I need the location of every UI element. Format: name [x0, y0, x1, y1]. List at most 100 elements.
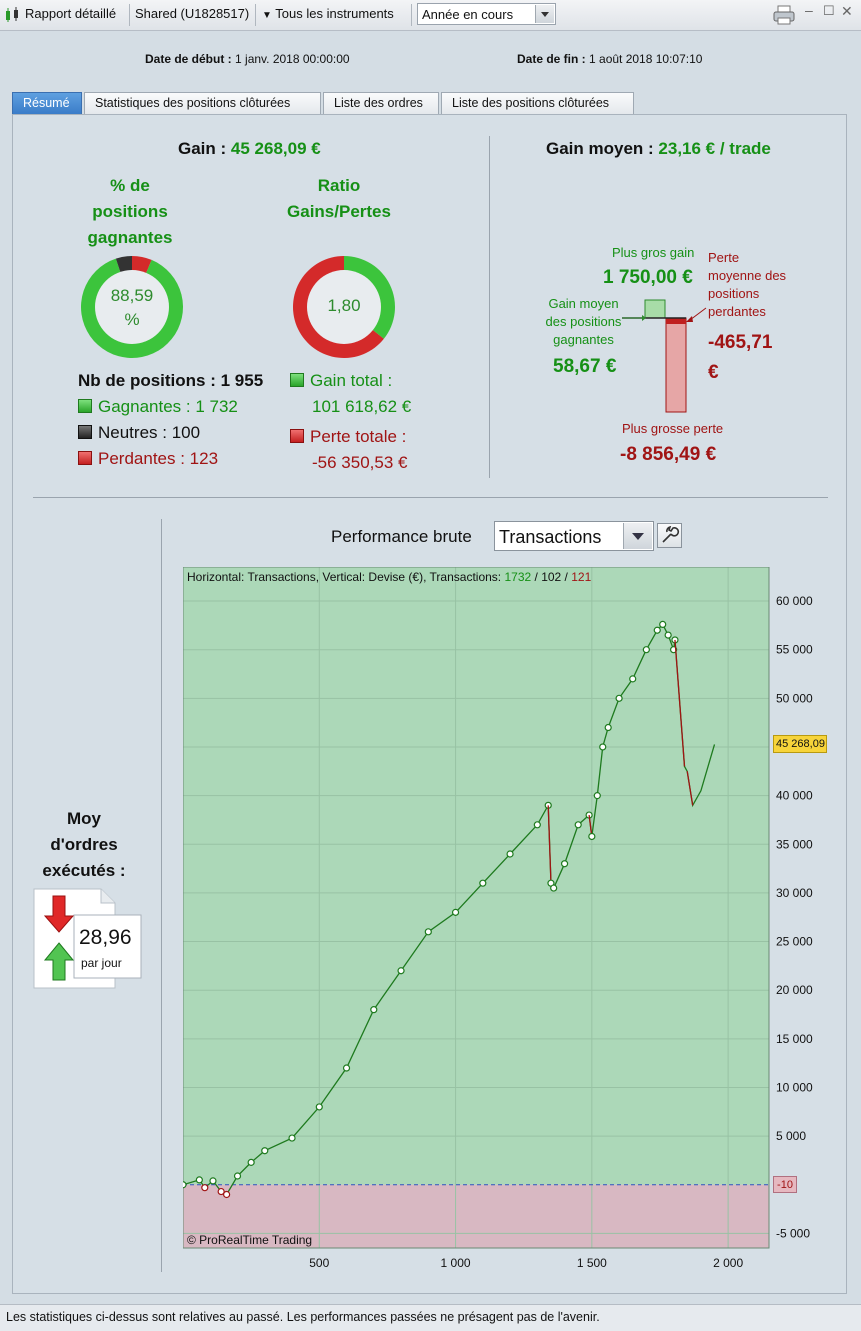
chevron-down-icon[interactable] — [623, 523, 652, 549]
pct-value-number: 88,59 — [110, 286, 154, 305]
separator — [129, 4, 130, 26]
trade-point — [288, 1134, 296, 1142]
wrench-icon[interactable] — [657, 523, 682, 548]
y-tick-label: 60 000 — [776, 594, 813, 608]
y-tick-label: 15 000 — [776, 1032, 813, 1046]
avg-loss-label-line: perdantes — [708, 304, 766, 319]
y-tick-label: 25 000 — [776, 935, 813, 949]
x-tick-label: 1 000 — [441, 1256, 471, 1270]
y-tick-label: 40 000 — [776, 789, 813, 803]
trade-point — [183, 1181, 187, 1189]
green-square-icon — [78, 399, 92, 413]
tab-statistics[interactable]: Statistiques des positions clôturées — [84, 92, 321, 114]
pct-title-line: positions — [92, 202, 168, 221]
max-gain-value: 1 750,00 € — [603, 267, 693, 288]
x-tick-label: 2 000 — [713, 1256, 743, 1270]
maximize-icon[interactable]: ☐ — [823, 3, 835, 18]
ratio-value: 1,80 — [327, 296, 361, 315]
avg-loss-label-line: moyenne des — [708, 268, 787, 283]
trade-point — [209, 1177, 217, 1185]
chart-header-loss: 121 — [571, 570, 592, 584]
avg-loss-value-number: -465,71 — [708, 332, 773, 353]
orders-document-icon — [33, 888, 142, 989]
print-icon[interactable] — [773, 5, 797, 25]
trade-point — [642, 646, 650, 654]
separator — [255, 4, 256, 26]
y-tick-label: 30 000 — [776, 886, 813, 900]
drawdown-segment — [547, 805, 552, 884]
avg-gain-label: Gain moyen : — [546, 139, 654, 158]
zero-level-tag: -10 — [773, 1176, 797, 1193]
drawdown-segment — [686, 771, 694, 806]
y-tick-label: 50 000 — [776, 691, 813, 705]
max-loss-value: -8 856,49 € — [620, 444, 717, 465]
avg-gain-value: 23,16 € / trade — [658, 139, 771, 158]
trade-point — [593, 792, 601, 800]
close-icon[interactable]: ✕ — [841, 3, 853, 19]
chart-header-win: 1732 — [504, 570, 532, 584]
avg-win-label-line: des positions — [545, 314, 622, 329]
minimize-icon[interactable]: – — [805, 2, 813, 18]
chart-copyright: © ProRealTime Trading — [187, 1233, 313, 1247]
orders-title-line: Moy — [67, 809, 101, 828]
y-tick-label: 20 000 — [776, 983, 813, 997]
avg-gain-header: Gain moyen : 23,16 € / trade — [546, 139, 771, 159]
chevron-down-icon[interactable] — [535, 5, 554, 23]
drawdown-segment — [674, 639, 686, 767]
ratio-donut — [293, 256, 395, 358]
tab-orders[interactable]: Liste des ordres — [323, 92, 439, 114]
orders-unit: par jour — [81, 956, 122, 970]
totals: Gain total : 101 618,62 € Perte totale :… — [290, 368, 411, 476]
vertical-divider-chart — [161, 519, 162, 1272]
toolbar: Rapport détaillé Shared (U1828517) ▼ Tou… — [0, 0, 861, 31]
positive-area — [183, 567, 769, 1185]
ratio-title: Ratio Gains/Pertes — [281, 173, 397, 225]
trade-point — [629, 675, 637, 683]
period-select-value: Année en cours — [422, 7, 514, 22]
horizontal-divider — [33, 497, 828, 498]
tab-closed-positions[interactable]: Liste des positions clôturées — [441, 92, 634, 114]
avg-loss-label: Perte moyenne des positions perdantes — [708, 249, 786, 321]
avg-loss-label-line: positions — [708, 286, 760, 301]
end-date-label: Date de fin : — [517, 52, 586, 66]
avg-loss-value: -465,71 € — [708, 328, 772, 388]
current-value-tag: 45 268,09 — [773, 735, 827, 753]
trade-point — [653, 626, 661, 634]
y-tick-label: -5 000 — [776, 1226, 810, 1240]
tab-resume[interactable]: Résumé — [12, 92, 82, 114]
account-label[interactable]: Shared (U1828517) — [135, 6, 250, 21]
trade-point — [217, 1187, 225, 1196]
trade-point — [261, 1147, 269, 1155]
footer: Les statistiques ci-dessus sont relative… — [0, 1304, 861, 1331]
chart-header-sep: / — [561, 570, 572, 584]
instruments-dropdown[interactable]: ▼ Tous les instruments — [262, 6, 394, 21]
performance-chart[interactable]: -5 000 5 000 10 000 15 000 20 000 25 000 30 00… — [183, 567, 843, 1277]
trade-point — [451, 908, 460, 916]
y-tick-label: 55 000 — [776, 643, 813, 657]
trade-point — [195, 1176, 203, 1184]
date-bar: Date de début : 1 janv. 2018 00:00:00 Da… — [3, 32, 858, 77]
start-date-label: Date de début : — [145, 52, 232, 66]
y-tick-label: 10 000 — [776, 1080, 813, 1094]
y-tick-label: 5 000 — [776, 1129, 806, 1143]
end-date: Date de fin : 1 août 2018 10:07:10 — [517, 52, 702, 66]
trade-point — [599, 743, 607, 751]
end-date-value: 1 août 2018 10:07:10 — [589, 52, 703, 66]
gain-total-row: Gain total : — [290, 368, 411, 394]
trade-point — [247, 1158, 255, 1166]
gain-label: Gain : — [178, 139, 227, 158]
gain-total-value: 101 618,62 € — [312, 397, 412, 416]
period-select[interactable]: Année en cours — [417, 3, 556, 25]
trade-point — [588, 832, 596, 841]
report-title: Rapport détaillé — [25, 6, 117, 21]
trade-point — [424, 928, 432, 936]
nb-positions: Nb de positions : 1 955 — [78, 371, 264, 390]
pct-title-line: gagnantes — [87, 228, 173, 247]
loss-total-value: -56 350,53 € — [312, 453, 408, 472]
trade-point — [664, 631, 672, 639]
y-tick-label: 35 000 — [776, 837, 813, 851]
avg-win-value: 58,67 € — [553, 356, 617, 377]
neutral-count: Neutres : 100 — [98, 423, 201, 442]
vertical-divider — [489, 136, 490, 478]
performance-mode-select[interactable]: Transactions — [494, 521, 654, 551]
